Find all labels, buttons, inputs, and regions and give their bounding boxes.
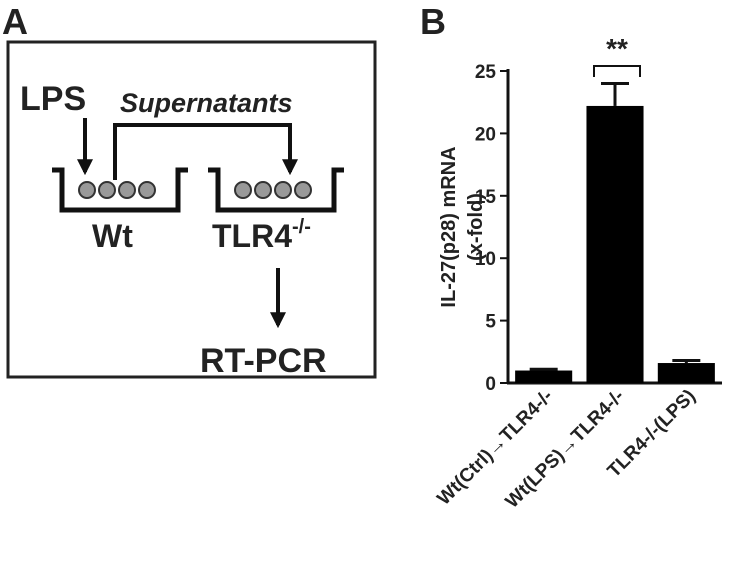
x-tick-label: Wt(Ctrl)→TLR4-/- [433, 386, 557, 510]
stimulus-label: LPS [20, 80, 86, 118]
donor-label: Wt [92, 218, 133, 254]
significance-bracket [593, 65, 641, 77]
y-tick-label: 10 [475, 249, 496, 270]
y-tick-label: 5 [485, 312, 496, 333]
y-tick-label: 0 [485, 374, 496, 395]
bar [515, 370, 573, 383]
y-axis-title: IL-27(p28) mRNA [438, 146, 460, 307]
panel-frame [6, 40, 377, 379]
well-donor [52, 167, 188, 213]
recipient-name: TLR4 [212, 218, 292, 254]
y-axis-title: (x-fold) [465, 193, 487, 261]
recipient-label: TLR4-/- [212, 216, 311, 254]
transfer-label: Supernatants [120, 88, 293, 118]
bar [657, 363, 715, 383]
panel-label: B [420, 1, 446, 42]
y-tick-label: 20 [475, 124, 496, 145]
arrow [113, 123, 298, 180]
y-tick-label: 15 [475, 187, 497, 208]
well-recipient [208, 167, 344, 213]
x-tick-label: Wt(LPS)→TLR4-/- [502, 386, 629, 513]
recipient-superscript: -/- [292, 216, 311, 238]
readout-label: RT-PCR [200, 342, 327, 380]
bar [586, 105, 644, 383]
significance-annotation: ** [606, 33, 628, 64]
y-tick-label: 25 [475, 62, 497, 83]
panel-label: A [2, 1, 28, 42]
